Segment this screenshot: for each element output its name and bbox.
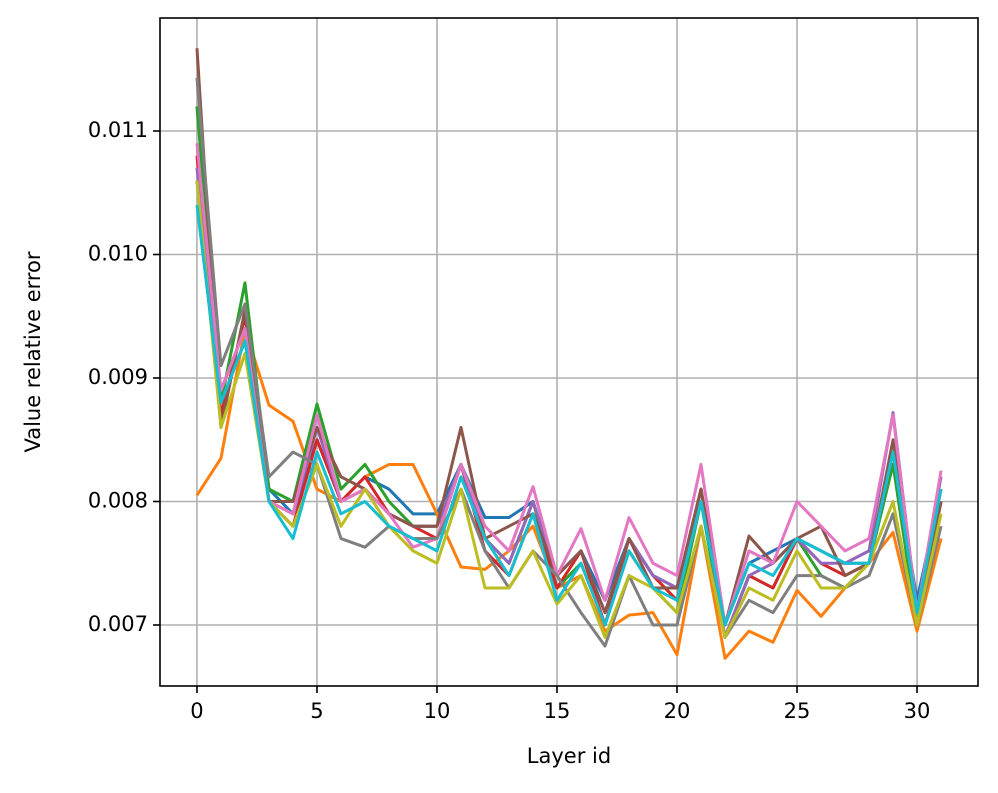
x-tick-label: 0 xyxy=(190,699,203,723)
x-tick-label: 20 xyxy=(664,699,691,723)
lines xyxy=(195,48,943,660)
series-line xyxy=(195,204,943,627)
x-tick-label: 10 xyxy=(424,699,451,723)
y-tick-label: 0.008 xyxy=(88,488,148,512)
y-tick-label: 0.007 xyxy=(88,612,148,636)
series-line xyxy=(195,180,943,639)
series-line xyxy=(195,180,943,627)
x-tick-label: 15 xyxy=(544,699,571,723)
series-line xyxy=(195,143,943,627)
y-tick-label: 0.010 xyxy=(88,241,148,265)
series-line xyxy=(195,48,943,627)
x-axis-label: Layer id xyxy=(527,744,611,768)
series-line xyxy=(195,106,943,639)
x-tick-label: 5 xyxy=(310,699,323,723)
y-axis-label: Value relative error xyxy=(21,251,45,452)
y-tick-label: 0.011 xyxy=(88,118,148,142)
grid xyxy=(160,18,978,686)
series-line xyxy=(195,77,943,648)
y-tick-label: 0.009 xyxy=(88,365,148,389)
x-tick-label: 25 xyxy=(784,699,811,723)
x-tick-label: 30 xyxy=(904,699,931,723)
axes-frame xyxy=(159,17,979,687)
